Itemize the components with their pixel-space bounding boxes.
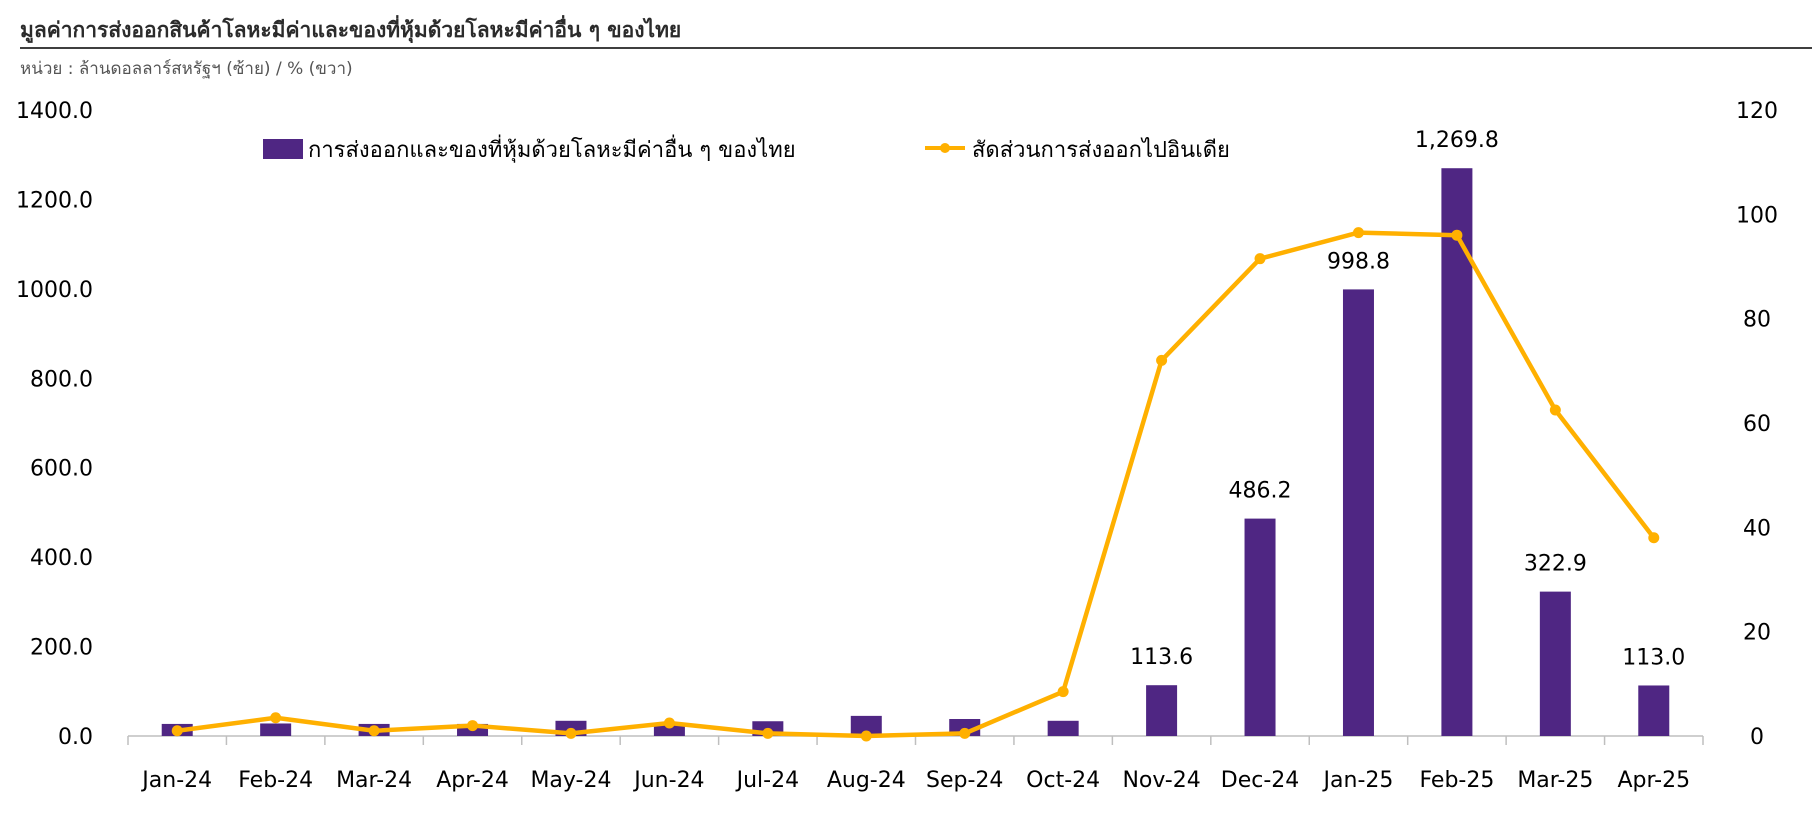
right-tick-label: 20	[1743, 621, 1771, 646]
x-tick-label: Mar-24	[336, 768, 412, 793]
data-labels: 113.6 486.2 998.8 1,269.8 322.9 113.0	[1130, 128, 1685, 670]
legend-line-marker	[940, 143, 950, 153]
x-tick-label: Jun-24	[632, 768, 704, 793]
line-point	[860, 730, 872, 742]
unit-note: หน่วย : ล้านดอลลาร์สหรัฐฯ (ซ้าย) / % (ขว…	[20, 59, 353, 79]
line-point	[663, 717, 675, 729]
x-tick-label: Jul-24	[735, 768, 799, 793]
x-tick-label: May-24	[530, 768, 611, 793]
x-tick-label: Mar-25	[1517, 768, 1593, 793]
right-tick-label: 120	[1736, 99, 1778, 124]
right-tick-label: 0	[1750, 725, 1764, 750]
bar-data-label: 486.2	[1229, 479, 1292, 504]
x-tick-label: Dec-24	[1221, 768, 1300, 793]
title-divider	[20, 47, 1812, 49]
x-tick-label: Feb-24	[238, 768, 313, 793]
right-tick-label: 60	[1743, 412, 1771, 437]
legend: การส่งออกและของที่หุ้มด้วยโลหะมีค่าอื่น …	[263, 134, 1230, 163]
right-tick-label: 80	[1743, 308, 1771, 333]
bar-data-label: 1,269.8	[1415, 128, 1499, 153]
legend-line-label: สัดส่วนการส่งออกไปอินเดีย	[972, 137, 1230, 163]
x-tick-label: Feb-25	[1419, 768, 1494, 793]
right-tick-label: 40	[1743, 516, 1771, 541]
line-point	[959, 727, 971, 739]
legend-bar-label: การส่งออกและของที่หุ้มด้วยโลหะมีค่าอื่น …	[308, 134, 796, 163]
x-tick-label: Jan-25	[1322, 768, 1394, 793]
line-point	[171, 725, 183, 737]
line-path	[176, 230, 1656, 739]
bar-data-label: 113.6	[1130, 645, 1193, 670]
bar	[1244, 518, 1276, 736]
x-tick-label: Apr-24	[436, 768, 509, 793]
x-tick-label: Aug-24	[827, 768, 906, 793]
bar	[653, 723, 685, 736]
line-point	[1156, 354, 1168, 366]
line-point	[270, 712, 282, 724]
x-axis: Jan-24 Feb-24 Mar-24 Apr-24 May-24 Jun-24 Jul-…	[127, 735, 1704, 793]
bar	[1047, 720, 1079, 736]
x-tick-label: Nov-24	[1122, 768, 1200, 793]
line-point	[467, 720, 479, 732]
legend-bar-swatch	[263, 139, 303, 159]
left-tick-label: 600.0	[30, 457, 93, 482]
left-tick-label: 800.0	[30, 367, 93, 392]
line-point	[1451, 229, 1463, 241]
bar	[1342, 289, 1374, 736]
left-tick-label: 400.0	[30, 546, 93, 571]
line-point	[1254, 253, 1266, 265]
x-tick-label: Apr-25	[1617, 768, 1690, 793]
right-tick-label: 100	[1736, 203, 1778, 228]
bar-data-label: 113.0	[1622, 645, 1685, 670]
line-point	[565, 727, 577, 739]
left-tick-label: 0.0	[58, 725, 93, 750]
bar-data-label: 998.8	[1327, 249, 1390, 274]
left-tick-label: 1200.0	[16, 188, 93, 213]
bar	[1539, 591, 1571, 736]
x-tick-label: Sep-24	[926, 768, 1003, 793]
line-point	[1549, 404, 1561, 416]
line-point	[1352, 227, 1364, 239]
bar	[1638, 685, 1670, 736]
line-point	[368, 725, 380, 737]
left-tick-label: 1000.0	[16, 278, 93, 303]
left-axis: 0.0 200.0 400.0 600.0 800.0 1000.0 1200.0 1400.…	[16, 99, 93, 750]
bar	[850, 715, 882, 736]
left-tick-label: 200.0	[30, 636, 93, 661]
x-tick-label: Jan-24	[140, 768, 212, 793]
bar-series	[161, 168, 1670, 736]
left-tick-label: 1400.0	[16, 99, 93, 124]
line-point	[1057, 686, 1069, 698]
x-tick-label: Oct-24	[1026, 768, 1100, 793]
bar	[1441, 168, 1473, 736]
line-point	[1648, 532, 1660, 544]
bar	[260, 723, 292, 736]
chart-title: มูลค่าการส่งออกสินค้าโลหะมีค่าและของที่ห…	[20, 18, 682, 42]
line-series	[171, 227, 1660, 742]
bar	[1146, 685, 1178, 736]
line-point	[762, 727, 774, 739]
right-axis: 0 20 40 60 80 100 120	[1736, 99, 1778, 750]
bar-data-label: 322.9	[1524, 552, 1587, 577]
